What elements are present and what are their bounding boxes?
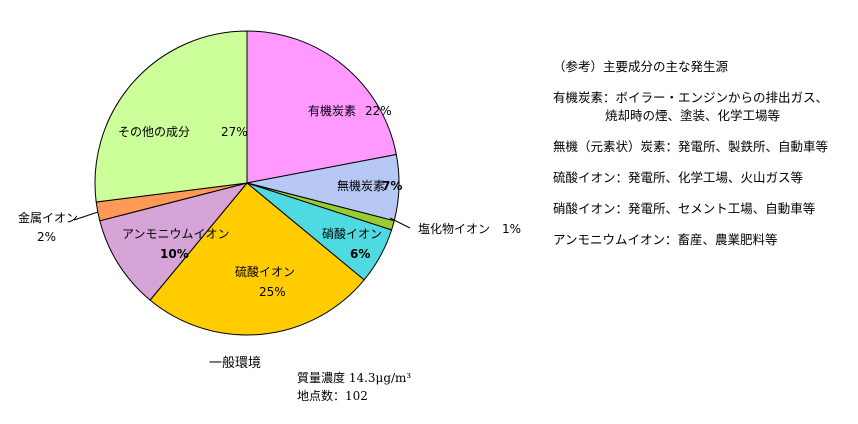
reference-heading: （参考）主要成分の主な発生源: [553, 59, 729, 74]
slice-value-label: 7%: [382, 179, 402, 193]
leader-line: [73, 211, 99, 221]
source-reference: （参考）主要成分の主な発生源 有機炭素：ボイラー・エンジンからの排出ガス、 焼却…: [553, 58, 828, 249]
slice-value-label: 6%: [350, 247, 370, 261]
slice-value-label: 2%: [37, 230, 56, 244]
leader-line: [389, 217, 411, 229]
slice-label: アンモニウムイオン: [122, 227, 230, 241]
chart-title: 一般環境: [209, 356, 262, 371]
slice-label: 金属イオン: [18, 210, 78, 225]
reference-line: アンモニウムイオン：畜産、農業肥料等: [553, 232, 778, 247]
reference-line: 無機（元素状）炭素：発電所、製鉄所、自動車等: [553, 139, 829, 154]
reference-line: 硫酸イオン：発電所、化学工場、火山ガス等: [553, 170, 804, 185]
pie-slice: [246, 30, 397, 184]
slice-label: 塩化物イオン: [418, 221, 490, 236]
chart-meta: 質量濃度 14.3μg/m³ 地点数：102: [297, 369, 411, 405]
pie-slice: [99, 182, 249, 301]
pie-slice: [149, 182, 365, 336]
slice-value-label: 1%: [502, 222, 521, 236]
reference-line: 焼却時の煙、塗装、化学工場等: [605, 108, 781, 123]
slice-label: その他の成分: [118, 125, 190, 139]
slice-label: 無機炭素: [337, 178, 385, 193]
slice-label: 硫酸イオン: [235, 264, 295, 279]
slice-value-label: 10%: [160, 247, 189, 261]
slice-value-label: 27%: [221, 125, 248, 139]
mass-concentration: 質量濃度 14.3μg/m³: [297, 371, 412, 385]
slice-label: 有機炭素: [308, 103, 356, 118]
slice-value-label: 25%: [259, 285, 286, 299]
reference-line: 有機炭素：ボイラー・エンジンからの排出ガス、: [553, 90, 829, 105]
slice-value-label: 22%: [365, 104, 392, 118]
pie-slice: [94, 30, 248, 203]
slice-label: 硝酸イオン: [322, 226, 382, 241]
site-count: 地点数：102: [297, 389, 368, 403]
reference-line: 硝酸イオン：発電所、セメント工場、自動車等: [553, 201, 816, 216]
